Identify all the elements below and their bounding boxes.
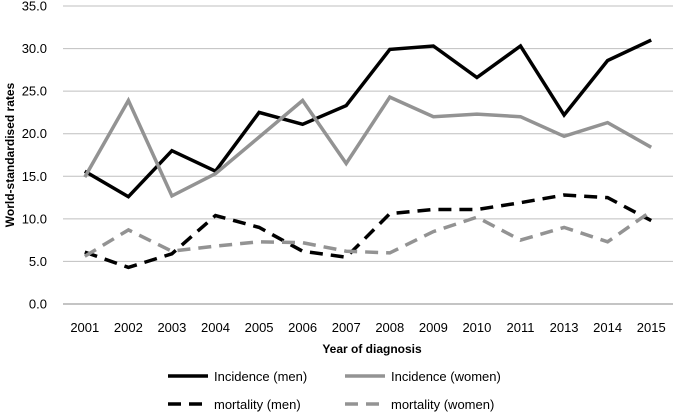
x-tick-label: 2004: [201, 320, 230, 335]
series-lines: [83, 38, 653, 270]
x-tick-label: 2011: [507, 320, 535, 335]
legend-label: Incidence (women): [391, 369, 501, 384]
x-tick-label: 2009: [419, 320, 448, 335]
x-tick-label: 2001: [70, 320, 99, 335]
x-tick-label: 2005: [245, 320, 274, 335]
y-tick-label: 20.0: [22, 126, 47, 141]
y-tick-label: 25.0: [22, 84, 47, 99]
y-axis-tick-labels: 0.0 5.0 10.0 15.0 20.0 25.0 30.0 35.0: [22, 0, 47, 312]
series-line-4: [83, 209, 653, 258]
y-tick-label: 35.0: [22, 0, 47, 14]
x-tick-label: 2010: [462, 320, 491, 335]
x-tick-label: 2007: [332, 320, 361, 335]
x-tick-label: 2006: [288, 320, 317, 335]
series-line-1: [83, 38, 652, 199]
legend: Incidence (men) Incidence (women) mortalit…: [168, 369, 501, 412]
legend-label: mortality (women): [391, 397, 494, 412]
legend-label: mortality (men): [214, 397, 301, 412]
y-tick-label: 0.0: [29, 297, 47, 312]
x-tick-label: 2013: [550, 320, 579, 335]
x-tick-label: 2015: [637, 320, 666, 335]
y-tick-label: 30.0: [22, 41, 47, 56]
y-axis-title: World-standardised rates: [3, 82, 17, 227]
x-axis-title: Year of diagnosis: [322, 342, 422, 356]
x-tick-label: 2008: [375, 320, 404, 335]
x-tick-label: 2002: [114, 320, 143, 335]
x-tick-label: 2014: [593, 320, 622, 335]
y-tick-label: 5.0: [29, 254, 47, 269]
legend-label: Incidence (men): [214, 369, 307, 384]
series-line-3: [84, 193, 653, 270]
y-tick-label: 15.0: [22, 169, 47, 184]
x-axis-tick-labels: 2001 2002 2003 2004 2005 2006 2007 2008 2009 2010…: [70, 320, 665, 335]
y-tick-label: 10.0: [22, 211, 47, 226]
grid-lines: [63, 5, 673, 262]
x-tick-label: 2003: [157, 320, 186, 335]
series-line-2: [83, 94, 653, 199]
